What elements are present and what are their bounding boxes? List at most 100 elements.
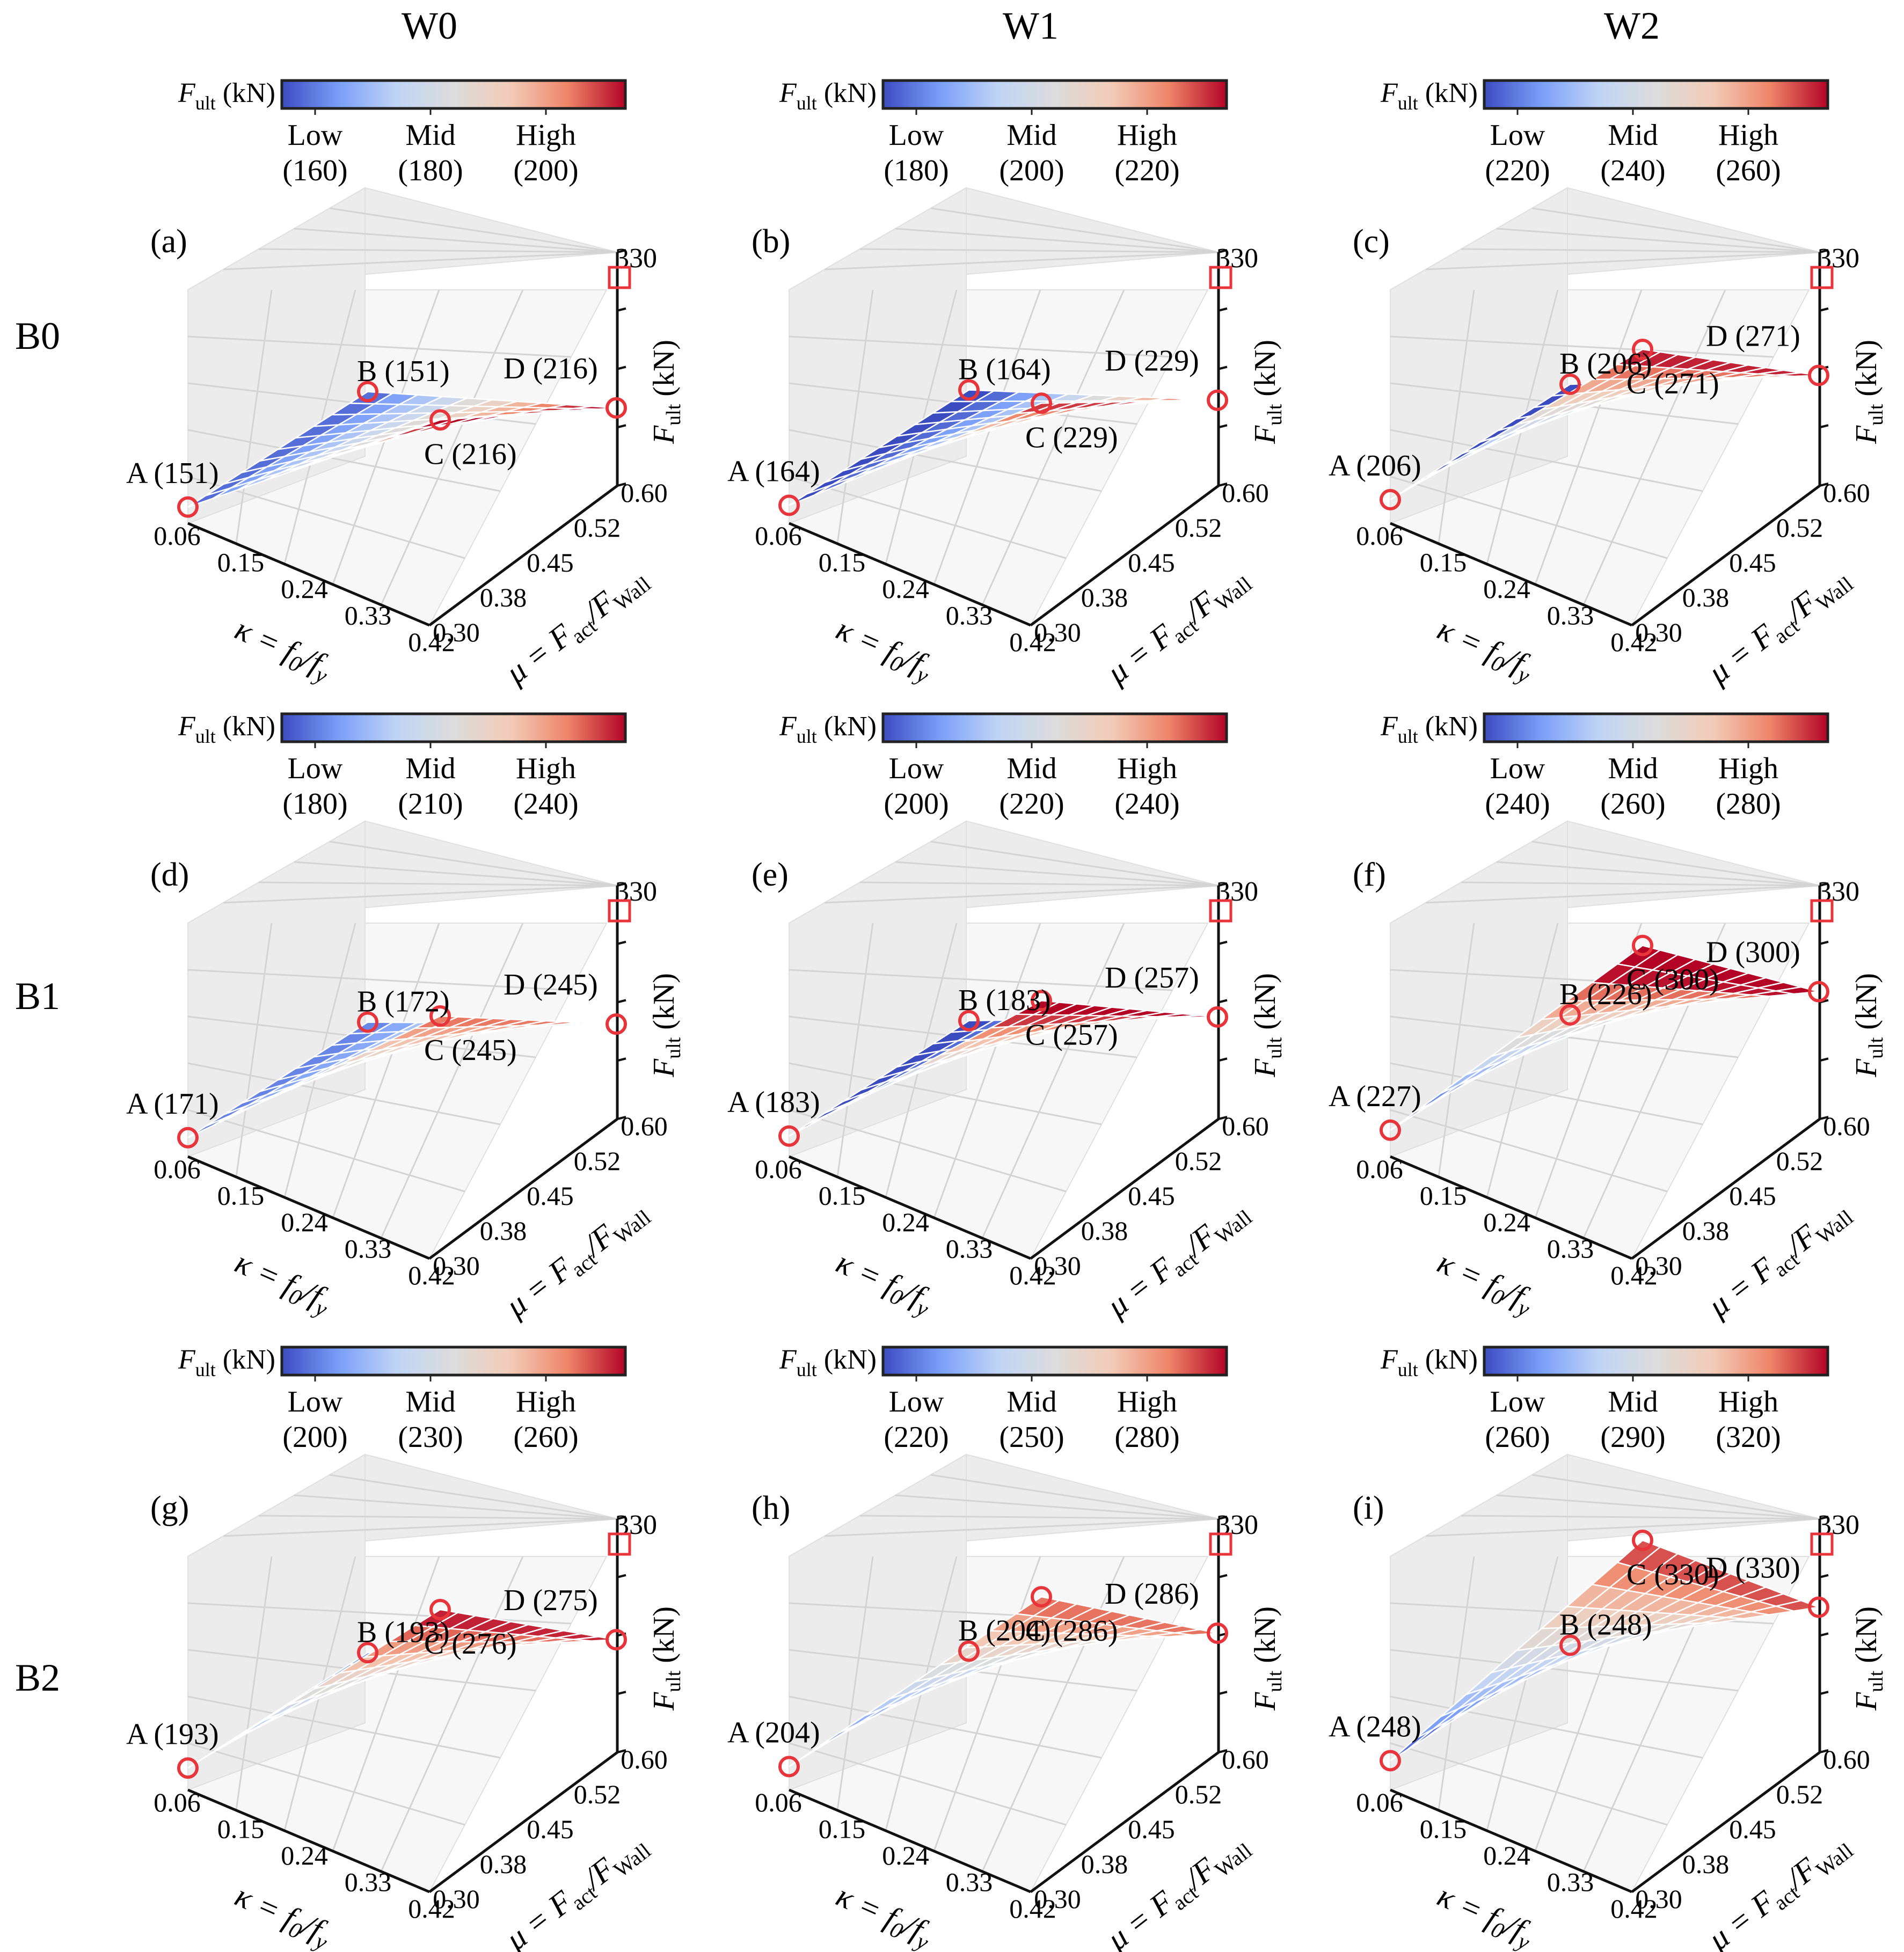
grid-line (294, 861, 618, 887)
colorbar-tick-label: (180) (282, 787, 347, 821)
x-tick-label: 0.15 (217, 547, 265, 577)
x-axis-label: κ = f0/fy (829, 611, 938, 689)
z-max-label: 330 (1818, 876, 1859, 907)
marker-c (1632, 338, 1653, 360)
grid-line (859, 248, 1219, 253)
y-tick-label: 0.30 (433, 1251, 480, 1281)
x-tick-label: 0.24 (281, 574, 328, 604)
z-tick (617, 1116, 626, 1120)
grid-line (1390, 335, 1774, 358)
colorbar-label: Fult (kN) (178, 711, 275, 747)
label-d: D (286) (1105, 1577, 1199, 1611)
colorbar-level-mid: Mid (405, 752, 455, 785)
z-max-label: 330 (1216, 1510, 1258, 1540)
label-b: B (193) (357, 1615, 450, 1649)
y-axis-line (428, 1117, 618, 1260)
label-d: D (216) (504, 352, 598, 385)
colorbar (1483, 79, 1829, 110)
y-tick-label: 0.45 (1128, 1181, 1175, 1211)
y-tick-label: 0.45 (1729, 1181, 1776, 1211)
z-tick (1218, 1116, 1228, 1120)
x-tick-label: 0.06 (1356, 1787, 1403, 1817)
x-tick-label: 0.06 (755, 1787, 802, 1817)
colorbar-tick-label: (180) (398, 154, 463, 187)
y-axis-label: μ = Fact/FWall (1100, 1826, 1257, 1952)
label-c: C (330) (1626, 1558, 1719, 1591)
z-tick (617, 999, 626, 1004)
label-b: B (204) (958, 1614, 1051, 1648)
grid-line (329, 840, 618, 887)
grid-line (1486, 1556, 1559, 1831)
x-axis-line (789, 1155, 1031, 1260)
colorbar-tick-label: (160) (282, 154, 347, 187)
grid-line (187, 335, 572, 358)
x-tick-label: 0.15 (217, 1814, 265, 1844)
colorbar-label: Fult (kN) (779, 1344, 877, 1380)
y-tick-label: 0.38 (480, 582, 527, 612)
panel-b: Fult (kN) Low(180) Mid(200) High(220) 0.06 0.… (727, 78, 1286, 691)
label-c: C (300) (1626, 963, 1719, 997)
x-axis-line (1390, 1788, 1632, 1893)
x-axis-label: κ = f0/fy (228, 611, 337, 689)
colorbar-tick-label: (290) (1600, 1421, 1665, 1454)
marker-c (429, 409, 451, 431)
marker-d (1808, 364, 1829, 386)
colorbar-level-mid: Mid (405, 1385, 455, 1419)
grid-line (1390, 1109, 1668, 1193)
panel-g: Fult (kN) Low(200) Mid(230) High(260) 0.06 0.… (126, 1344, 685, 1952)
grid-line (1390, 1062, 1703, 1125)
marker-a (177, 1127, 199, 1149)
x-axis-label: κ = f0/fy (1431, 611, 1540, 689)
label-c: C (216) (424, 437, 517, 471)
y-tick-label: 0.52 (574, 1146, 621, 1176)
max-square-marker (1209, 899, 1232, 923)
z-tick (1218, 1574, 1228, 1578)
grid-line (824, 1518, 1219, 1537)
panel-i: Fult (kN) Low(260) Mid(290) High(320) 0.06 0.… (1329, 1344, 1887, 1952)
grid-line (789, 476, 1067, 559)
z-axis-label: Fult (kN) (647, 973, 685, 1078)
grid-line (294, 228, 618, 253)
max-square-marker (608, 1532, 631, 1556)
z-tick (617, 1574, 626, 1578)
colorbar-tick-label: (200) (884, 787, 949, 821)
z-tick (1218, 940, 1228, 945)
marker-d (606, 1629, 627, 1651)
grid-line (789, 429, 1102, 492)
x-tick-label: 0.33 (1547, 601, 1594, 631)
y-tick-label: 0.52 (1776, 1146, 1823, 1176)
grid-line (895, 1494, 1219, 1520)
panel-label: (i) (1353, 1490, 1384, 1526)
marker-b (1559, 1634, 1581, 1656)
marker-b (958, 1640, 980, 1662)
marker-c (1031, 1586, 1052, 1608)
colorbar-level-high: High (1117, 119, 1177, 152)
y-axis-label: μ = Fact/FWall (1701, 1826, 1858, 1952)
label-c: C (245) (424, 1034, 517, 1067)
y-tick-label: 0.30 (1034, 1884, 1081, 1914)
z-max-label: 330 (615, 1510, 657, 1540)
colorbar-level-low: Low (1490, 752, 1545, 785)
x-tick-label: 0.15 (819, 1181, 866, 1211)
grid-line (258, 1515, 618, 1520)
z-tick (1218, 1057, 1228, 1062)
z-tick (1218, 999, 1228, 1004)
colorbar (1483, 1346, 1829, 1377)
grid-line (187, 969, 572, 991)
z-axis-label: Fult (kN) (1850, 1606, 1887, 1711)
y-tick-label: 0.52 (1175, 1146, 1222, 1176)
grid-line (836, 1556, 874, 1811)
z-tick (1218, 365, 1228, 370)
z-max-label: 330 (1216, 876, 1258, 907)
grid-line (824, 884, 1219, 904)
marker-b (958, 1010, 980, 1032)
panel-label: (a) (150, 223, 187, 260)
label-a: A (193) (126, 1717, 219, 1751)
colorbar-label: Fult (kN) (178, 1344, 275, 1380)
y-axis-line (428, 484, 618, 627)
z-tick (1218, 307, 1228, 312)
colorbar-tick-label: (260) (1600, 787, 1665, 821)
x-tick-label: 0.42 (1009, 1260, 1056, 1290)
y-axis-label: μ = Fact/FWall (499, 1826, 655, 1952)
x-tick-label: 0.24 (281, 1207, 328, 1237)
